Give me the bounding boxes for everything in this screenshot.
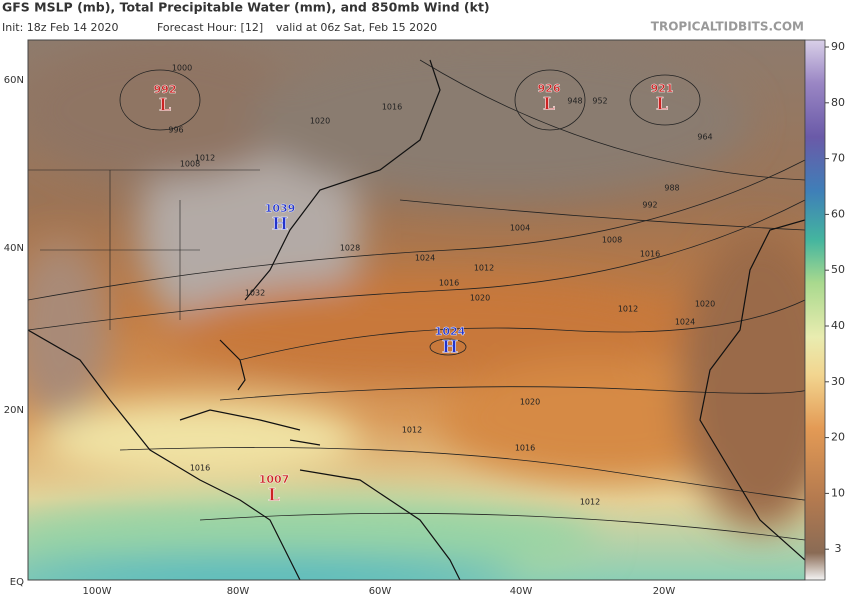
isobar-label: 1020 [695, 300, 715, 309]
forecast-hour: Forecast Hour: [12] [157, 21, 263, 34]
isobar-label: 1008 [602, 236, 622, 245]
colorbar-label: 40 [831, 319, 845, 332]
pressure-value: 1024 [435, 325, 466, 338]
coastlines [28, 59, 805, 580]
isobar-label: 1024 [675, 318, 695, 327]
isobar-label: 988 [664, 184, 679, 193]
colorbar-label: 50 [831, 263, 845, 276]
colorbar-label: 10 [831, 486, 845, 499]
isobar-label: 1016 [190, 464, 210, 473]
lat-label: 40N [4, 243, 24, 254]
pressure-center: L [656, 95, 668, 115]
isobar-label: 1012 [580, 498, 600, 507]
lat-label: 20N [4, 405, 24, 416]
isobar-label: 1032 [245, 289, 265, 298]
lon-label: 100W [83, 586, 112, 597]
colorbar-label: 70 [831, 152, 845, 165]
pressure-center: H [272, 215, 288, 235]
isobar-label: 1012 [195, 154, 215, 163]
isobar-label: 1016 [382, 103, 402, 112]
isobar-label: 1024 [415, 254, 435, 263]
borders [28, 169, 260, 330]
isobar-label: 1012 [618, 305, 638, 314]
map-area [28, 40, 805, 580]
isobar-label: 1016 [439, 279, 459, 288]
isobar-label: 1028 [340, 244, 360, 253]
isobar-label: 1016 [640, 250, 660, 259]
lon-label: 40W [510, 586, 533, 597]
pressure-center: H [442, 338, 458, 358]
pressure-value: 1039 [265, 202, 296, 215]
colorbar-label: 60 [831, 207, 845, 220]
isobar-label: 1020 [520, 398, 540, 407]
isobar-label: 1020 [470, 294, 490, 303]
isobar-label: 992 [642, 201, 657, 210]
isobar-label: 1012 [402, 426, 422, 435]
pressure-center: L [159, 96, 171, 116]
colorbar-label: 3 [835, 542, 842, 555]
isobar-label: 1000 [172, 64, 192, 73]
isobar-label: 1008 [180, 160, 200, 169]
isobar-label: 952 [592, 97, 607, 106]
title: GFS MSLP (mb), Total Precipitable Water … [2, 0, 490, 15]
colorbar-label: 20 [831, 431, 845, 444]
lat-label: EQ [10, 577, 24, 588]
pressure-center: L [268, 486, 280, 506]
lon-label: 80W [227, 586, 250, 597]
colorbar-label: 30 [831, 375, 845, 388]
colorbar-label: 90 [831, 40, 845, 53]
pressure-value: 1007 [259, 473, 290, 486]
colorbar-label: 80 [831, 96, 845, 109]
lat-label: 60N [4, 75, 24, 86]
isobar-label: 1004 [510, 224, 530, 233]
isobar-label: 964 [697, 133, 712, 142]
isobar-label: 1020 [310, 117, 330, 126]
pressure-value: 921 [651, 82, 674, 95]
isobar-label: 948 [567, 97, 582, 106]
isobar-label: 1012 [474, 264, 494, 273]
init-time: Init: 18z Feb 14 2020 [2, 21, 119, 34]
isobar-label: 1016 [515, 444, 535, 453]
lon-label: 60W [369, 586, 392, 597]
isobars [28, 59, 805, 541]
pressure-value: 926 [538, 82, 561, 95]
valid-time: valid at 06z Sat, Feb 15 2020 [276, 21, 437, 34]
isobar-label: 996 [168, 126, 183, 135]
colorbar [804, 39, 826, 581]
credit: TROPICALTIDBITS.COM [651, 20, 804, 34]
pressure-value: 992 [154, 83, 177, 96]
pressure-center: L [543, 95, 555, 115]
lon-label: 20W [653, 586, 676, 597]
